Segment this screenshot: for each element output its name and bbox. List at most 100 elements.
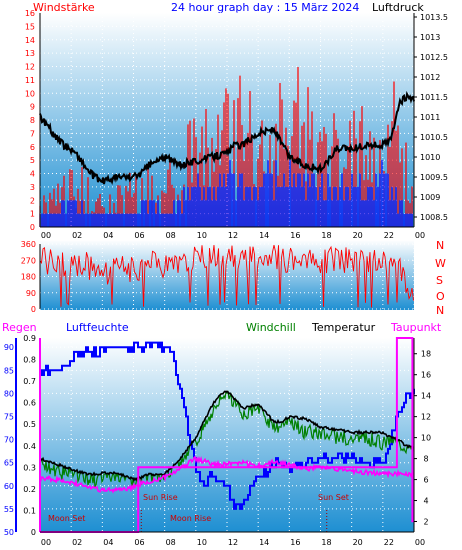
series-windchill (39, 390, 415, 489)
tick-label-hour: 00 (415, 538, 425, 547)
tick-label-regen: 0.5 (23, 420, 36, 429)
tick-label-regen: 0.7 (23, 377, 36, 386)
tick-label-windstaerke: 11 (25, 76, 35, 85)
tick-label-direction: 270 (21, 256, 36, 265)
tick-label-hour: 18 (321, 231, 331, 240)
tick-label-luftdruck: 1013 (420, 33, 440, 42)
tick-label-luftdruck: 1011 (420, 113, 440, 122)
tick-label-regen: 0.2 (23, 485, 36, 494)
header-temperatur: Temperatur (311, 321, 376, 334)
tick-label-windstaerke: 0 (30, 223, 35, 232)
tick-label-hour: 14 (259, 538, 269, 547)
tick-label-hour: 10 (197, 231, 207, 240)
tick-label-luftdruck: 1012.5 (420, 53, 448, 62)
chart-title: 24 hour graph day : 15 März 2024 (171, 1, 359, 14)
tick-label-luftdruck: 1010 (420, 153, 440, 162)
dir-label-s: S (436, 274, 443, 287)
tick-label-hour: 06 (134, 231, 144, 240)
series-windgeschwindigkeit (39, 160, 413, 227)
tick-label-luftfeuchte: 50 (4, 528, 14, 537)
series-luftdruck (39, 90, 415, 186)
tick-label-hour: 20 (353, 538, 363, 547)
series-windrichtung (39, 244, 414, 308)
annotation-sun-set: Sun Set (318, 493, 349, 502)
series-luftfeuchte (40, 341, 415, 510)
tick-label-windstaerke: 16 (25, 9, 35, 18)
tick-label-luftdruck: 1009 (420, 193, 440, 202)
tick-label-windstaerke: 8 (30, 116, 35, 125)
tick-label-hour: 00 (415, 231, 425, 240)
tick-label-windstaerke: 2 (30, 196, 35, 205)
header-luftdruck: Luftdruck (372, 1, 424, 14)
tick-label-hour: 04 (103, 538, 113, 547)
tick-label-temperatur: 12 (421, 413, 431, 422)
tick-label-hour: 12 (228, 538, 238, 547)
tick-label-regen: 0.1 (23, 506, 36, 515)
dir-label-o: O (436, 290, 445, 303)
tick-label-temperatur: 6 (423, 476, 428, 485)
tick-label-hour: 12 (228, 231, 238, 240)
header-regen: Regen (2, 321, 37, 334)
tick-label-direction: 360 (21, 240, 36, 249)
tick-label-hour: 22 (384, 538, 394, 547)
tick-label-windstaerke: 4 (30, 170, 35, 179)
header-taupunkt: Taupunkt (390, 321, 442, 334)
tick-label-hour: 02 (72, 231, 82, 240)
series-temperatur (39, 390, 415, 482)
tick-label-luftfeuchte: 85 (4, 366, 14, 375)
tick-label-temperatur: 16 (421, 371, 431, 380)
tick-label-hour: 06 (134, 538, 144, 547)
tick-label-direction: 180 (21, 273, 36, 282)
annotation-moon-set: Moon Set (48, 514, 85, 523)
tick-label-hour: 08 (166, 538, 176, 547)
header-windchill: Windchill (246, 321, 296, 334)
tick-label-windstaerke: 3 (30, 183, 35, 192)
tick-label-temperatur: 14 (421, 392, 431, 401)
tick-label-hour: 20 (353, 231, 363, 240)
tick-label-windstaerke: 15 (25, 22, 35, 31)
tick-label-luftdruck: 1009.5 (420, 173, 448, 182)
tick-label-luftdruck: 1008.5 (420, 213, 448, 222)
series-regen (40, 337, 414, 533)
tick-label-hour: 16 (290, 538, 300, 547)
tick-label-hour: 14 (259, 231, 269, 240)
tick-label-regen: 0 (31, 528, 36, 537)
tick-label-luftfeuchte: 55 (4, 505, 14, 514)
tick-label-windstaerke: 5 (30, 156, 35, 165)
tick-label-windstaerke: 10 (25, 89, 35, 98)
tick-label-windstaerke: 13 (25, 49, 35, 58)
tick-label-hour: 04 (103, 231, 113, 240)
tick-label-windstaerke: 12 (25, 63, 35, 72)
tick-label-hour: 08 (166, 231, 176, 240)
dir-label-w: W (435, 257, 446, 270)
tick-label-direction: 0 (31, 305, 36, 314)
tick-label-regen: 0.4 (23, 442, 36, 451)
header-luftfeuchte: Luftfeuchte (66, 321, 129, 334)
tick-label-temperatur: 8 (423, 455, 428, 464)
header-windstaerke: Windstärke (33, 1, 95, 14)
tick-label-regen: 0.9 (23, 334, 36, 343)
tick-label-windstaerke: 1 (30, 210, 35, 219)
tick-label-windstaerke: 9 (30, 103, 35, 112)
tick-label-windstaerke: 7 (30, 129, 35, 138)
tick-label-luftdruck: 1012 (420, 73, 440, 82)
tick-label-luftfeuchte: 90 (4, 343, 14, 352)
tick-label-hour: 02 (72, 538, 82, 547)
dir-label-n-top: N (436, 239, 444, 252)
annotation-moon-rise: Moon Rise (170, 514, 211, 523)
tick-label-luftfeuchte: 80 (4, 389, 14, 398)
tick-label-temperatur: 4 (423, 497, 428, 506)
tick-label-hour: 00 (41, 538, 51, 547)
tick-label-luftfeuchte: 65 (4, 459, 14, 468)
tick-label-luftfeuchte: 60 (4, 482, 14, 491)
tick-label-windstaerke: 14 (25, 36, 35, 45)
tick-label-regen: 0.6 (23, 399, 36, 408)
tick-label-regen: 0.8 (23, 356, 36, 365)
tick-label-hour: 00 (41, 231, 51, 240)
tick-label-hour: 18 (321, 538, 331, 547)
tick-label-direction: 90 (26, 289, 36, 298)
tick-label-luftdruck: 1011.5 (420, 93, 448, 102)
tick-label-regen: 0.3 (23, 463, 36, 472)
tick-label-temperatur: 2 (423, 518, 428, 527)
